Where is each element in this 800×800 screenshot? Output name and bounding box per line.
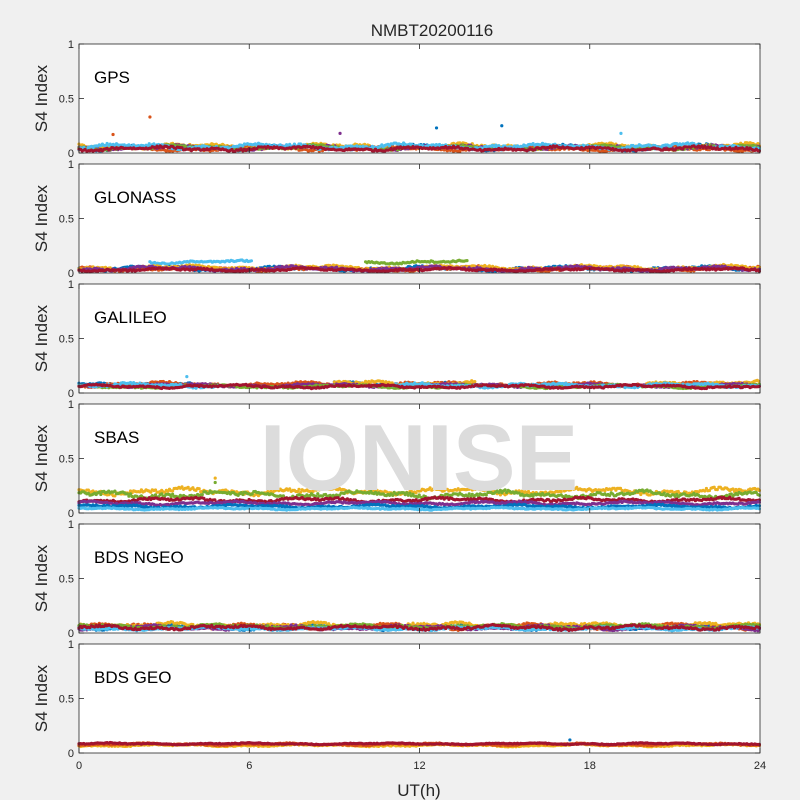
plot-area — [79, 44, 760, 153]
data-point — [465, 259, 469, 263]
data-point — [249, 259, 253, 263]
panel-label: GPS — [94, 68, 130, 87]
y-tick-label: 1 — [68, 39, 74, 51]
y-tick-label: 0.5 — [59, 94, 74, 106]
outlier-point — [338, 131, 342, 135]
y-axis-label: S4 Index — [32, 64, 51, 132]
chart-title: NMBT20200116 — [371, 21, 494, 40]
outlier-point — [619, 131, 623, 135]
data-points — [77, 115, 762, 154]
outlier-point — [434, 126, 439, 130]
data-point — [757, 149, 762, 153]
outlier-point — [500, 124, 504, 128]
outlier-point — [148, 115, 152, 119]
plot-area — [79, 164, 760, 273]
outlier-point — [111, 132, 115, 137]
